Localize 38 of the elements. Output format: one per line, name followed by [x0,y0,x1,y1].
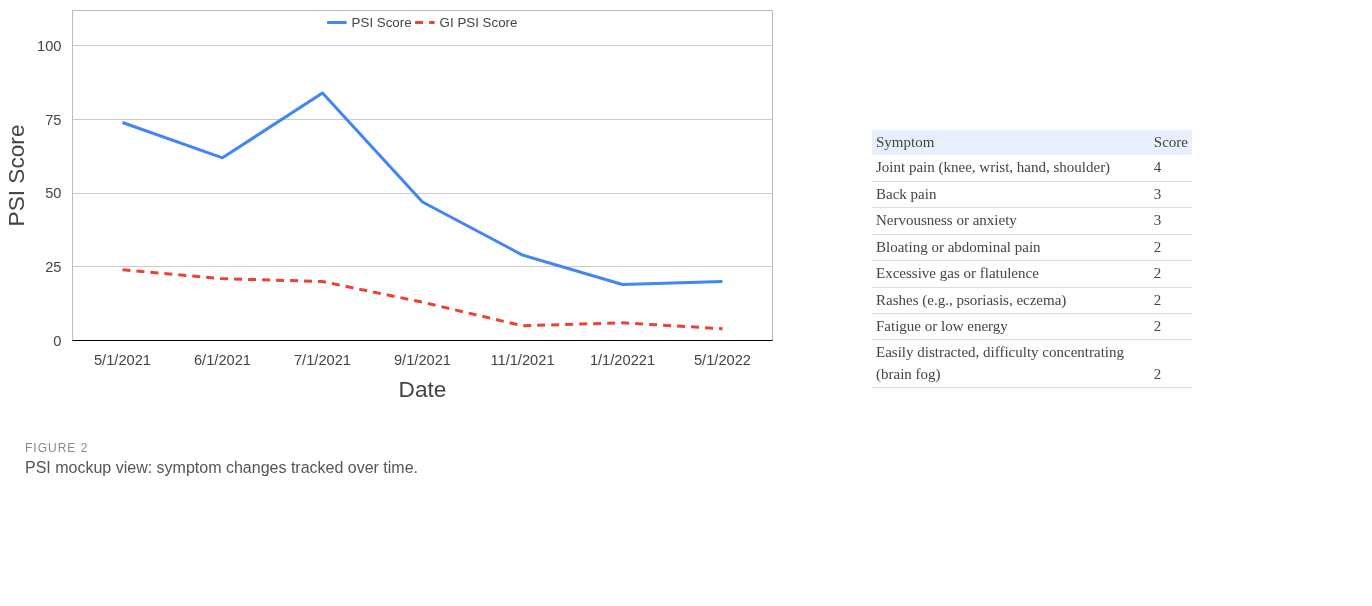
category-label: Easily distracted, difficulty concentrating (brain fog) [875,343,1125,384]
data-label: 2 [1152,290,1163,310]
text: Symptom [875,133,936,152]
x-tick-label: 1/1/20221 [589,351,656,368]
y-tick-label: 0 [53,332,62,349]
category-label: Rashes (e.g., psoriasis, eczema) [875,290,1068,310]
legend-label: GI PSI Score [439,14,518,30]
data-label: 3 [1152,211,1163,231]
x-tick-label: 5/1/2021 [93,351,152,368]
legend-label: PSI Score [351,14,412,30]
data-label: 4 [1152,158,1163,178]
x-axis-title: Date [398,375,447,402]
data-label: 2 [1152,264,1163,284]
text: Score [1152,133,1189,152]
y-tick-label: 50 [45,185,62,202]
category-label: Back pain [875,184,938,204]
text: PSI mockup view: symptom changes tracked over time. [25,458,419,479]
data-label: 3 [1152,184,1163,204]
x-tick-label: 5/1/2022 [693,351,752,368]
data-label: 2 [1152,364,1163,384]
category-label: Joint pain (knee, wrist, hand, shoulder) [875,158,1112,178]
y-tick-label: 25 [45,258,62,275]
category-label: Bloating or abdominal pain [875,237,1042,257]
line-series [121,91,724,287]
y-axis-title: PSI Score [3,124,30,227]
caption: FIGURE 2 [25,440,90,457]
x-tick-label: 11/1/2021 [490,351,555,368]
data-label: 2 [1152,237,1163,257]
category-label: Fatigue or low energy [875,316,1009,336]
x-tick-label: 7/1/2021 [293,351,352,368]
x-tick-label: 9/1/2021 [393,351,452,368]
category-label: Excessive gas or flatulence [875,264,1040,284]
category-label: Nervousness or anxiety [875,211,1018,231]
x-tick-label: 6/1/2021 [193,351,252,368]
y-tick-label: 100 [37,37,62,54]
y-tick-label: 75 [45,111,62,128]
line-series [121,268,724,331]
data-label: 2 [1152,316,1163,336]
